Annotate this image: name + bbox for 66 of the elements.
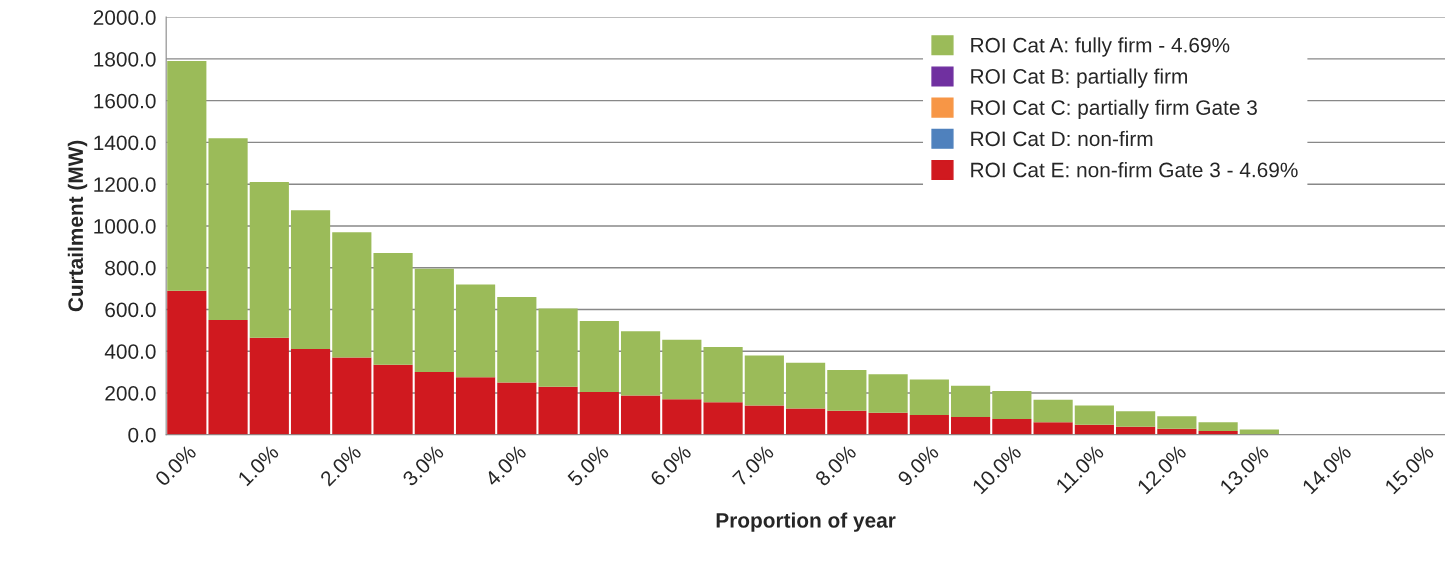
y-tick-label: 400.0: [104, 344, 156, 359]
bar: [827, 370, 867, 411]
bar: [951, 416, 991, 435]
y-tick-label: 1000.0: [94, 218, 156, 234]
bar: [538, 386, 578, 435]
bar: [290, 210, 331, 350]
bar: [373, 364, 413, 435]
bar: [455, 377, 496, 435]
bar: [332, 357, 372, 435]
bar: [785, 408, 826, 435]
bar: [1116, 411, 1156, 427]
bar: [167, 61, 207, 291]
bar: [579, 320, 619, 392]
bar: [455, 284, 496, 378]
bar: [744, 405, 784, 435]
bar: [1033, 422, 1073, 435]
bar: [744, 355, 784, 406]
legend-label: ROI Cat B: partially firm: [971, 68, 1187, 88]
x-axis-title: Proportion of year: [716, 512, 896, 532]
y-axis-title: Curtailment (MW): [67, 140, 88, 312]
bar: [1033, 399, 1073, 423]
y-tick-label: 1400.0: [94, 135, 156, 151]
bar: [909, 414, 949, 435]
y-tick-label: 800.0: [105, 260, 156, 276]
bar: [414, 268, 454, 373]
bar: [332, 232, 372, 358]
bar: [951, 385, 991, 417]
bar: [1074, 405, 1114, 425]
bar: [208, 319, 248, 435]
legend-label: ROI Cat A: fully firm - 4.69%: [971, 37, 1230, 57]
y-tick-label: 600.0: [105, 302, 156, 318]
bar: [703, 347, 743, 403]
bar: [662, 339, 702, 400]
legend-label: ROI Cat D: non-firm: [971, 130, 1153, 147]
y-tick-label: 1600.0: [94, 93, 156, 109]
bar: [1198, 422, 1238, 431]
bar: [703, 402, 743, 435]
bar: [909, 379, 949, 415]
bar: [497, 296, 537, 383]
bar: [538, 308, 578, 387]
bar: [290, 349, 331, 435]
bar: [620, 395, 661, 435]
bar: [662, 399, 702, 435]
bar: [868, 412, 908, 435]
bar: [414, 372, 454, 435]
bar: [497, 382, 537, 435]
y-tick-label: 200.0: [105, 385, 156, 401]
y-tick-label: 0.0: [128, 427, 156, 443]
bar: [620, 331, 661, 396]
bar: [249, 337, 289, 435]
bar: [827, 410, 867, 435]
y-tick-label: 1200.0: [94, 177, 156, 192]
bar: [785, 362, 826, 409]
bar: [249, 182, 289, 338]
bar: [992, 419, 1032, 435]
legend-label: ROI Cat C: partially firm Gate 3: [971, 99, 1257, 120]
bar: [579, 391, 619, 435]
bar: [208, 138, 248, 320]
bar: [373, 253, 413, 365]
bar: [167, 290, 207, 435]
bar: [992, 390, 1032, 420]
bar: [1157, 416, 1197, 429]
y-tick-label: 1800.0: [94, 51, 156, 67]
legend-label: ROI Cat E: non-firm Gate 3 - 4.69%: [971, 162, 1298, 178]
y-tick-label: 2000.0: [93, 10, 156, 25]
bar: [868, 374, 908, 413]
